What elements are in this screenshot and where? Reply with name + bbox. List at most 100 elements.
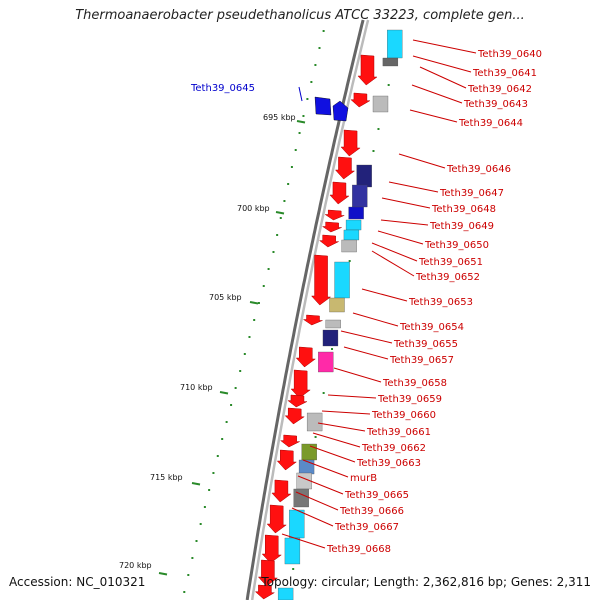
tick-mark [158,572,168,576]
ruler-dot [203,506,206,508]
gene-box [334,261,350,299]
gene-box [382,57,399,67]
ruler-dot [310,81,313,83]
gene-label: Teth39_0653 [408,297,473,308]
gene-label: Teth39_0659 [377,394,442,405]
gene-arrow [295,346,317,368]
gene-label: Teth39_0667 [334,522,399,533]
ruler-dot [276,234,279,236]
tick-label: 715 kbp [150,473,183,482]
ruler-dot [191,557,194,559]
ruler-dot [322,392,325,394]
ruler-dot [318,47,321,49]
gene-label: Teth39_0658 [382,378,447,389]
gene-arrow [334,156,356,180]
label-leader [327,394,377,399]
ruler-dot [322,30,325,32]
label-leader [321,410,371,415]
ruler-dot [262,285,265,287]
gene-arrow [302,314,323,326]
gene-label: Teth39_0662 [361,443,426,454]
ruler-dot [248,336,251,338]
gene-arrow [261,534,282,564]
label-leader [340,330,393,344]
gene-box [293,488,309,508]
label-leader [317,422,366,432]
gene-label: Teth39_0657 [389,355,454,366]
tick-label: 720 kbp [119,561,152,570]
label-leader [409,109,458,123]
ruler-dot [243,353,246,355]
ruler-dot [314,436,317,438]
ruler-dot [267,268,270,270]
gene-box [298,459,315,475]
ruler-dot [230,404,233,406]
gene-label: Teth39_0652 [415,272,480,283]
gene-box [356,164,372,188]
gene-label: Teth39_0644 [458,118,523,129]
label-leader [333,367,382,383]
gene-label: Teth39_0663 [356,458,421,469]
gene-box [289,509,305,539]
gene-label: Teth39_0661 [366,427,431,438]
gene-box [341,239,357,253]
gene-arrow [350,92,371,108]
gene-arrow [276,449,298,471]
label-leader [312,432,361,448]
map-title: Thermoanaerobacter pseudethanolicus ATCC… [75,8,525,23]
gene-arrow [318,234,339,248]
gene-arrow [287,394,308,408]
gene-arrow [324,209,345,221]
label-leader [352,312,399,327]
gene-track [254,29,403,600]
gene-arrow [279,434,300,448]
tick-label: 695 kbp [263,113,296,122]
ruler-dot [348,260,351,262]
ruler-dot [234,387,237,389]
gene-label: Teth39_0648 [431,204,496,215]
ruler-dot [253,319,256,321]
ruler-dot [221,438,224,440]
ruler-dot [195,540,198,542]
gene-arrow [290,369,311,399]
label-leader [281,533,326,549]
gene-label: Teth39_0655 [393,339,458,350]
gene-arrow [271,479,292,503]
ruler-dot [290,166,293,168]
ruler-dot [272,251,275,253]
tick-mark [249,301,259,305]
label-leader [297,475,344,495]
ruler-dot [257,302,260,304]
kbp-ticks: 695 kbp 700 kbp 705 kbp 710 kbp 715 kbp 720 k… [119,113,306,576]
gene-labels: Teth39_0640 Teth39_0641 Teth39_0642 Teth39_… [190,49,542,555]
gene-box [348,206,364,220]
label-leader [371,250,415,277]
gene-label: Teth39_0647 [439,188,504,199]
ruler-dot [331,348,334,350]
label-leader [398,153,446,169]
label-leader [380,219,429,226]
gene-arrow [321,221,342,233]
ruler-dot [377,128,380,130]
tick-mark [191,482,201,486]
ruler-dot [292,568,295,570]
label-leader [371,242,418,262]
gene-label: Teth39_0642 [467,84,532,95]
ruler-dot [239,370,242,372]
accession-text: Accession: NC_010321 [9,575,146,589]
gene-label: Teth39_0641 [472,68,537,79]
label-leader [377,230,424,245]
label-leader [298,86,303,102]
tick-label: 700 kbp [237,204,270,213]
gene-arrow [254,584,276,600]
gene-label: Teth39_0665 [344,490,409,501]
tick-mark [219,391,229,395]
gene-arrow [329,181,350,205]
gene-box [284,537,301,565]
gene-box [329,297,345,313]
ruler-dot [187,574,190,576]
label-leaders [281,39,477,549]
ruler-dot [298,132,301,134]
label-leader [361,288,408,302]
tick-mark [296,120,306,124]
